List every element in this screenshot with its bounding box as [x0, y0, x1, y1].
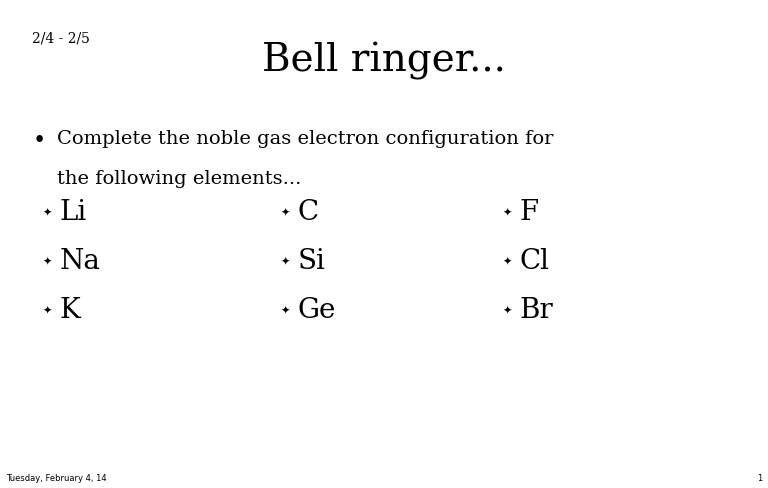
Text: F: F [520, 199, 539, 226]
Text: ✦: ✦ [42, 256, 51, 266]
Text: Ge: Ge [297, 296, 336, 324]
Text: Li: Li [59, 199, 86, 226]
Text: ✦: ✦ [280, 256, 290, 266]
Text: Complete the noble gas electron configuration for: Complete the noble gas electron configur… [57, 129, 553, 147]
Text: Br: Br [520, 296, 554, 324]
Text: ✦: ✦ [503, 305, 512, 315]
Text: Si: Si [297, 247, 325, 275]
Text: Na: Na [59, 247, 100, 275]
Text: ✦: ✦ [280, 207, 290, 217]
Text: C: C [297, 199, 319, 226]
Text: ✦: ✦ [503, 256, 512, 266]
Text: ✦: ✦ [42, 305, 51, 315]
Text: ✦: ✦ [42, 207, 51, 217]
Text: ✦: ✦ [503, 207, 512, 217]
Text: 2/4 - 2/5: 2/4 - 2/5 [32, 32, 90, 46]
Text: •: • [32, 129, 45, 151]
Text: Tuesday, February 4, 14: Tuesday, February 4, 14 [6, 473, 107, 482]
Text: K: K [59, 296, 80, 324]
Text: the following elements...: the following elements... [57, 169, 301, 187]
Text: ✦: ✦ [280, 305, 290, 315]
Text: 1: 1 [756, 473, 762, 482]
Text: Bell ringer...: Bell ringer... [262, 41, 506, 80]
Text: Cl: Cl [520, 247, 550, 275]
